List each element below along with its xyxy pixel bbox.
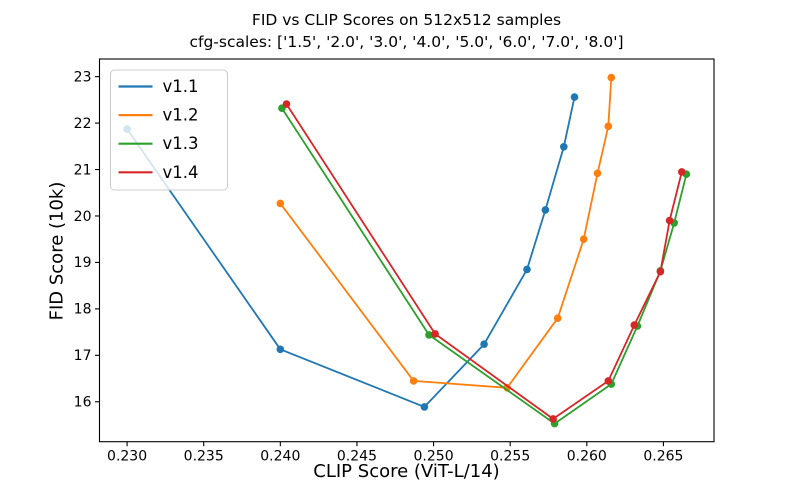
legend-label-v1.1: v1.1 (163, 77, 199, 96)
data-point-v1.1-cfg2.0 (276, 345, 285, 354)
x-tick-label: 0.245 (337, 449, 377, 465)
data-point-v1.2-cfg6.0 (593, 169, 602, 178)
title-block: FID vs CLIP Scores on 512x512 samples cf… (99, 9, 714, 53)
y-tick-label: 19 (74, 255, 92, 271)
x-tick-label: 0.265 (643, 449, 683, 465)
legend-label-v1.3: v1.3 (163, 134, 199, 153)
data-point-v1.4-cfg4.0 (604, 377, 613, 385)
data-point-v1.1-cfg3.0 (420, 403, 429, 411)
chart-subtitle: cfg-scales: ['1.5', '2.0', '3.0', '4.0',… (189, 33, 624, 51)
y-tick-label: 21 (74, 162, 92, 178)
data-point-v1.4-cfg7.0 (665, 216, 674, 225)
x-tick-label: 0.235 (184, 449, 224, 465)
data-point-v1.3-cfg2.0 (425, 331, 433, 339)
series-line-v1.1 (126, 96, 576, 408)
data-point-v1.2-cfg7.0 (604, 122, 613, 131)
y-tick-label: 17 (74, 348, 92, 364)
data-point-v1.4-cfg6.0 (656, 267, 665, 276)
data-point-v1.2-cfg8.0 (607, 73, 616, 82)
data-point-v1.2-cfg5.0 (579, 235, 588, 243)
y-tick-label: 20 (74, 209, 92, 225)
x-tick-label: 0.250 (414, 449, 454, 465)
legend-label-v1.4: v1.4 (163, 163, 199, 182)
y-tick-label: 22 (74, 116, 92, 132)
data-point-v1.4-cfg5.0 (630, 321, 639, 329)
data-point-v1.2-cfg1.5 (276, 199, 285, 208)
series-line-v1.2 (279, 77, 613, 389)
plot-border (98, 58, 715, 443)
data-point-v1.2-cfg4.0 (553, 314, 562, 323)
x-tick-label: 0.255 (490, 449, 530, 465)
data-point-v1.4-cfg3.0 (549, 415, 557, 423)
y-tick-label: 16 (74, 395, 92, 411)
data-point-v1.1-cfg7.0 (560, 143, 568, 151)
data-point-v1.1-cfg8.0 (570, 93, 579, 101)
chart-title: FID vs CLIP Scores on 512x512 samples (251, 11, 562, 29)
data-point-v1.4-cfg8.0 (678, 168, 686, 176)
data-point-v1.1-cfg6.0 (541, 206, 550, 214)
x-tick-label: 0.240 (260, 449, 300, 465)
data-point-v1.1-cfg5.0 (523, 265, 531, 274)
series-line-v1.4 (285, 103, 683, 420)
data-point-v1.4-cfg2.0 (431, 330, 439, 338)
y-tick-label: 18 (74, 302, 92, 318)
x-tick-label: 0.260 (567, 449, 607, 465)
data-point-v1.4-cfg1.5 (282, 100, 291, 108)
y-tick-label: 23 (74, 69, 92, 85)
legend-box (110, 69, 228, 191)
data-point-v1.1-cfg4.0 (480, 340, 488, 349)
series-line-v1.3 (281, 107, 688, 425)
x-tick-label: 0.230 (107, 449, 147, 465)
x-axis-label: CLIP Score (ViT-L/14) (313, 461, 500, 482)
legend-label-v1.2: v1.2 (163, 106, 199, 125)
data-point-v1.2-cfg2.0 (409, 377, 418, 385)
y-axis-label: FID Score (10k) (46, 181, 68, 321)
